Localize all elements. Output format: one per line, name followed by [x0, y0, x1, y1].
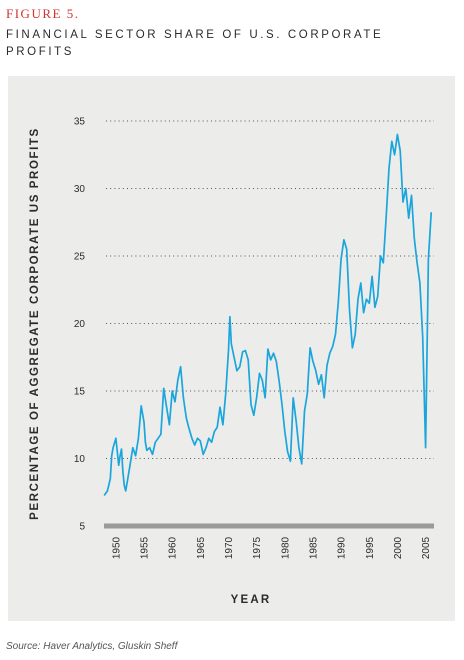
x-tick-label: 1970	[224, 536, 235, 559]
x-tick-label: 1975	[252, 536, 263, 559]
x-axis-bar	[104, 523, 434, 529]
source-note: Source: Haver Analytics, Gluskin Sheff	[6, 641, 178, 652]
y-tick-label: 25	[74, 252, 86, 263]
y-axis-label: PERCENTAGE OF AGGREGATE CORPORATE US PRO…	[29, 127, 41, 520]
y-tick-label: 10	[74, 454, 86, 465]
x-tick-label: 1980	[280, 536, 291, 559]
x-axis-label: YEAR	[231, 594, 272, 606]
y-tick-label: 30	[74, 184, 86, 195]
x-tick-label: 1950	[111, 536, 122, 559]
x-tick-labels: 1950 1955 1960 1965 1970 1975 1980 1985 1990 1995…	[111, 536, 432, 559]
x-tick-label: 2005	[421, 536, 432, 559]
series-line	[103, 133, 433, 496]
y-tick-labels: 5 10 15 20 25 30 35	[74, 117, 86, 533]
x-tick-label: 1995	[365, 536, 376, 559]
y-tick-label: 5	[79, 522, 85, 533]
x-tick-label: 1960	[168, 536, 179, 559]
figure-title: FINANCIAL SECTOR SHARE OF U.S. CORPORATE…	[6, 29, 384, 58]
y-tick-label: 20	[74, 319, 86, 330]
grid-lines	[106, 120, 434, 459]
x-tick-label: 1965	[196, 536, 207, 559]
y-tick-label: 15	[74, 387, 86, 398]
chart-panel: 5 10 15 20 25 30 35 1950 1955 1960 1965 1970 1975 19…	[8, 76, 455, 621]
x-tick-label: 1985	[308, 536, 319, 559]
x-tick-label: 2000	[393, 536, 404, 559]
x-tick-label: 1955	[140, 536, 151, 559]
y-tick-label: 35	[74, 117, 86, 128]
figure-label: FIGURE 5.	[6, 6, 80, 21]
x-tick-label: 1990	[337, 536, 348, 559]
